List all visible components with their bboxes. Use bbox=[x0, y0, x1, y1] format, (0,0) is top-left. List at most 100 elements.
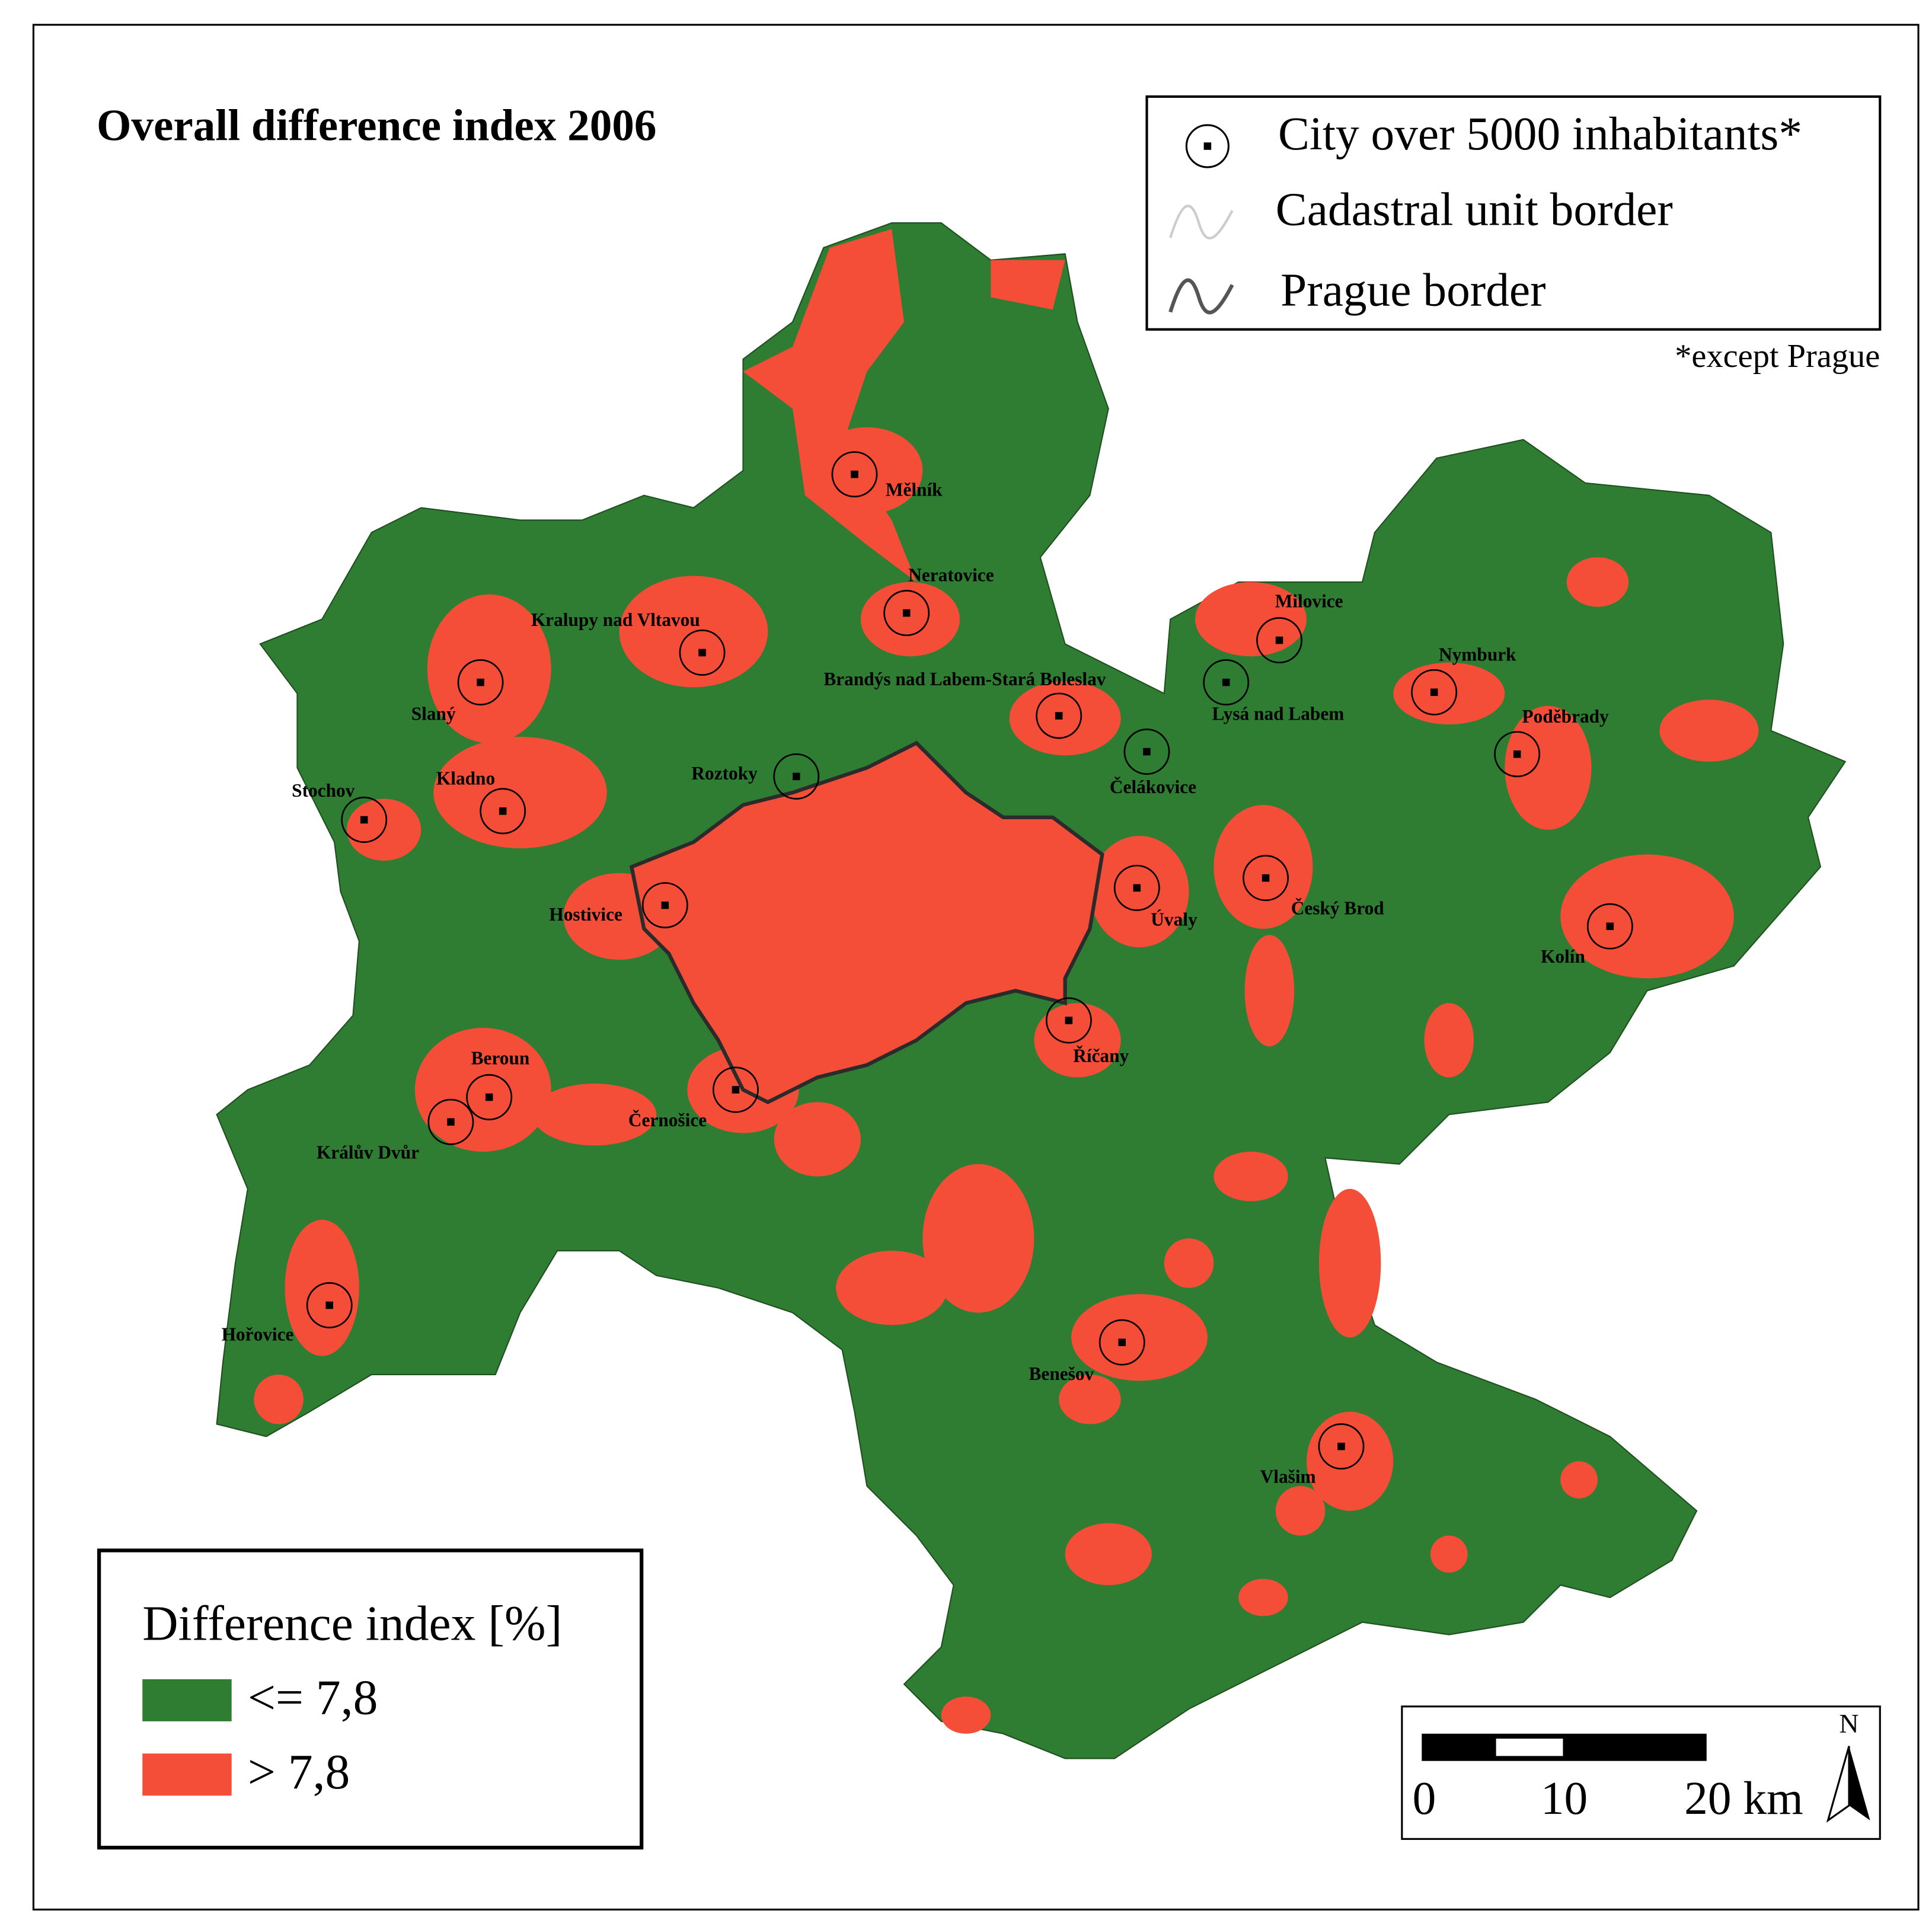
city-marker bbox=[883, 590, 930, 637]
city-marker bbox=[1203, 659, 1250, 706]
city-dot bbox=[1513, 750, 1521, 758]
city-marker bbox=[466, 1074, 513, 1120]
city-marker bbox=[641, 882, 688, 929]
city-dot bbox=[447, 1118, 455, 1126]
city-marker bbox=[831, 451, 878, 498]
city-label: Roztoky bbox=[691, 763, 758, 784]
city-dot bbox=[1222, 678, 1230, 686]
legend-label: > 7,8 bbox=[248, 1745, 350, 1800]
city-dot bbox=[1337, 1442, 1345, 1450]
legend-footnote: *except Prague bbox=[1675, 338, 1880, 375]
city-dot bbox=[1143, 747, 1151, 756]
city-label: Brandýs nad Labem-Stará Boleslav bbox=[823, 669, 1106, 689]
city-label: Čelákovice bbox=[1110, 777, 1196, 797]
city-dot bbox=[1133, 884, 1141, 892]
city-marker bbox=[1318, 1423, 1365, 1470]
north-label: N bbox=[1839, 1708, 1858, 1739]
legend-box bbox=[1145, 95, 1882, 331]
city-dot bbox=[902, 609, 911, 617]
city-marker bbox=[1113, 864, 1160, 911]
city-marker bbox=[1411, 669, 1458, 715]
city-label: Kralupy nad Vltavou bbox=[531, 609, 700, 630]
city-dot bbox=[360, 816, 368, 824]
city-label: Beroun bbox=[471, 1047, 530, 1068]
city-marker bbox=[679, 630, 726, 676]
city-dot bbox=[1430, 688, 1438, 696]
scale-label: 10 bbox=[1541, 1772, 1588, 1825]
city-marker bbox=[1586, 903, 1633, 950]
legend-swatch bbox=[142, 1679, 232, 1721]
city-dot bbox=[1055, 712, 1063, 720]
city-label: Milovice bbox=[1275, 591, 1343, 612]
city-marker bbox=[1123, 729, 1170, 775]
city-label: Kolín bbox=[1541, 946, 1585, 967]
city-dot bbox=[1118, 1338, 1126, 1346]
legend-swatch bbox=[142, 1753, 232, 1796]
prague-area bbox=[629, 740, 1104, 1104]
city-marker bbox=[1036, 692, 1082, 739]
city-label: Říčany bbox=[1073, 1045, 1129, 1066]
city-marker bbox=[306, 1282, 353, 1328]
city-dot bbox=[661, 901, 669, 909]
prague-border-symbol bbox=[1168, 278, 1234, 315]
scale-label: 0 bbox=[1413, 1772, 1436, 1825]
class-legend: Difference index [%] <= 7,8 > 7,8 bbox=[97, 1548, 644, 1850]
scale-and-north: 0 10 20 km N bbox=[1401, 1705, 1881, 1840]
legend-item: Cadastral unit border bbox=[1276, 184, 1673, 236]
city-label: Hořovice bbox=[222, 1324, 294, 1344]
city-dot bbox=[1065, 1017, 1073, 1024]
scale-bar bbox=[1422, 1733, 1707, 1761]
city-dot bbox=[732, 1086, 740, 1094]
city-marker bbox=[773, 753, 820, 800]
city-label: Lysá nad Labem bbox=[1212, 704, 1345, 724]
city-dot bbox=[1275, 636, 1283, 644]
city-label: Český Brod bbox=[1291, 898, 1385, 919]
city-marker bbox=[427, 1098, 474, 1145]
legend-item: City over 5000 inhabitants* bbox=[1278, 108, 1802, 160]
city-dot bbox=[1606, 922, 1614, 930]
city-dot bbox=[698, 648, 706, 657]
legend-item: Prague border bbox=[1280, 264, 1545, 316]
city-label: Nymburk bbox=[1439, 644, 1516, 664]
city-dot bbox=[851, 470, 858, 478]
city-label: Hostivice bbox=[549, 904, 622, 925]
city-marker bbox=[1256, 617, 1303, 664]
city-label: Kladno bbox=[436, 768, 495, 788]
city-dot bbox=[793, 772, 800, 781]
scale-bar-segment bbox=[1496, 1739, 1563, 1756]
city-symbol bbox=[1185, 124, 1230, 168]
scale-box bbox=[1401, 1705, 1881, 1840]
legend-label: <= 7,8 bbox=[248, 1671, 378, 1726]
city-marker bbox=[341, 797, 388, 843]
city-dot bbox=[485, 1093, 493, 1101]
city-label: Benešov bbox=[1029, 1363, 1094, 1384]
city-marker bbox=[712, 1066, 759, 1113]
legend-title: Difference index [%] bbox=[142, 1596, 562, 1651]
city-label: Poděbrady bbox=[1522, 706, 1610, 727]
city-marker bbox=[1243, 855, 1289, 902]
map-title: Overall difference index 2006 bbox=[97, 101, 657, 151]
cadastral-symbol bbox=[1169, 205, 1234, 239]
scale-label: 20 km bbox=[1684, 1772, 1803, 1825]
city-dot bbox=[1262, 874, 1270, 882]
city-label: Vlašim bbox=[1260, 1466, 1316, 1487]
city-marker bbox=[1045, 997, 1092, 1044]
city-label: Černošice bbox=[628, 1110, 707, 1130]
city-marker bbox=[480, 788, 526, 835]
city-marker bbox=[1098, 1319, 1145, 1366]
city-marker bbox=[1494, 731, 1541, 778]
cities: Mělník Neratovice Kralupy nad Vltavou Slaný… bbox=[222, 451, 1633, 1487]
city-dot bbox=[477, 678, 484, 686]
city-dot bbox=[325, 1301, 333, 1309]
city-label: Mělník bbox=[886, 480, 943, 500]
map-regions bbox=[216, 222, 1847, 1759]
city-label: Stochov bbox=[292, 780, 355, 801]
city-label: Slaný bbox=[411, 704, 456, 724]
symbol-legend: City over 5000 inhabitants* Cadastral un… bbox=[1145, 95, 1882, 375]
city-label: Úvaly bbox=[1151, 909, 1197, 930]
city-symbol-dot bbox=[1203, 142, 1212, 150]
city-label: Neratovice bbox=[908, 565, 994, 586]
city-marker bbox=[457, 659, 504, 706]
